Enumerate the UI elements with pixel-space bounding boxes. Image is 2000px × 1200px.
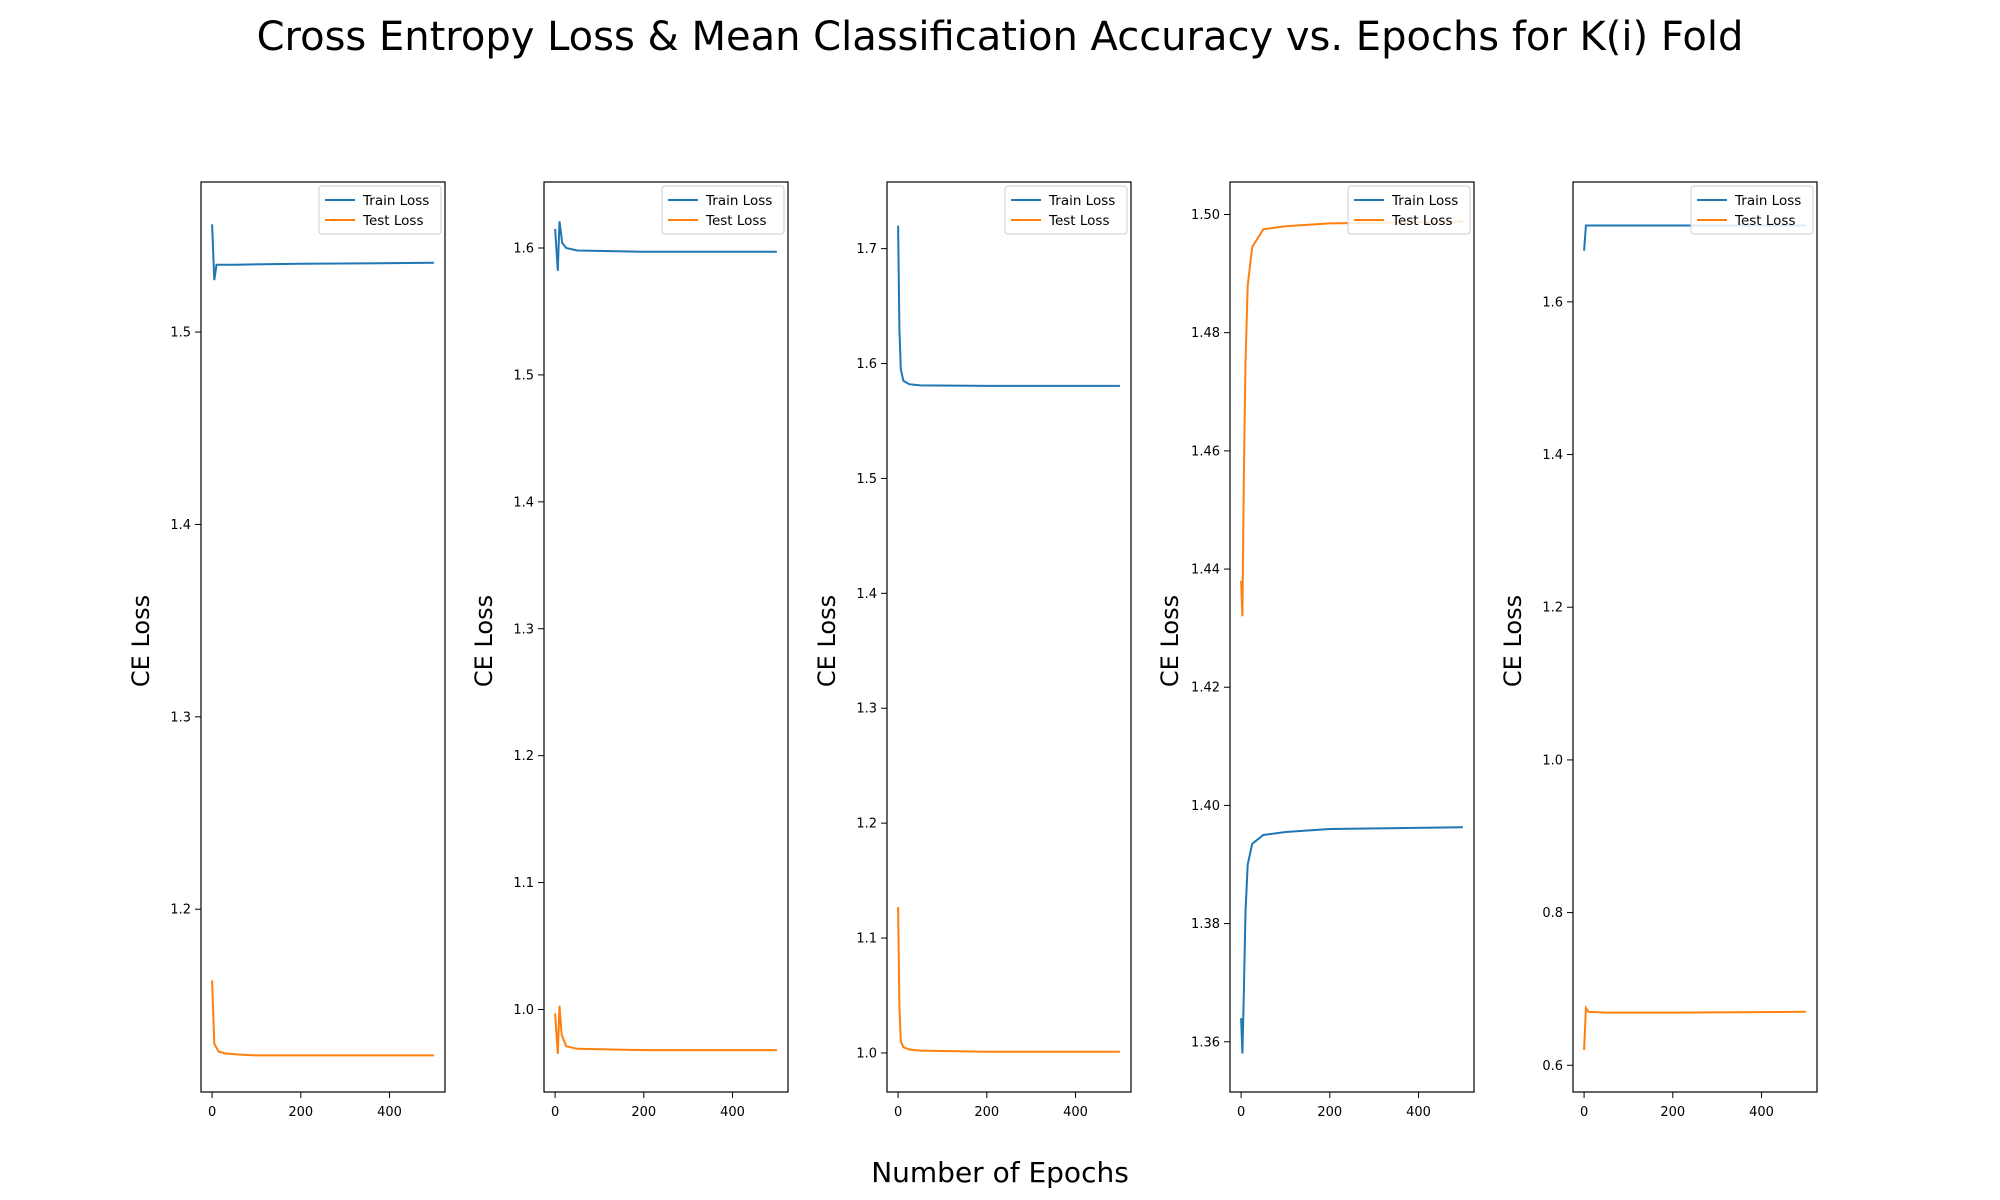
y-tick-label: 1.3	[513, 622, 534, 637]
legend-box	[1347, 185, 1471, 235]
x-tick-label: 200	[288, 1105, 313, 1120]
plot-frame	[886, 181, 1132, 1093]
y-axis-label: CE Loss	[127, 595, 155, 687]
legend-train-label: Train Loss	[1391, 193, 1458, 209]
y-tick-label: 1.6	[1542, 295, 1563, 310]
y-tick-label: 1.42	[1191, 681, 1220, 696]
x-tick-label: 0	[1237, 1105, 1245, 1120]
y-tick-label: 0.8	[1542, 906, 1563, 921]
test-loss-line	[897, 906, 1120, 1053]
legend-train-label: Train Loss	[1048, 193, 1115, 209]
legend: Train Loss Test Loss	[318, 185, 442, 235]
y-tick-label: 1.6	[513, 241, 534, 256]
y-tick-label: 1.38	[1191, 917, 1220, 932]
train-loss-line	[897, 225, 1120, 387]
y-axis-label: CE Loss	[1499, 595, 1527, 687]
y-tick-label: 1.3	[170, 710, 191, 725]
y-tick-label: 1.4	[513, 495, 534, 510]
legend-test-label: Test Loss	[1391, 213, 1453, 229]
plot-frame	[1229, 181, 1475, 1093]
legend-box	[1004, 185, 1128, 235]
y-tick-label: 1.2	[856, 817, 877, 832]
x-tick-label: 0	[1580, 1105, 1588, 1120]
y-tick-label: 1.4	[1542, 448, 1563, 463]
y-tick-label: 1.44	[1191, 563, 1220, 578]
y-tick-label: 1.36	[1191, 1035, 1220, 1050]
x-tick-label: 200	[631, 1105, 656, 1120]
legend-test-label: Test Loss	[1734, 213, 1796, 229]
subplot-1: 0 200 400 1.2 1.3 1.4 1.5 CE Loss Train Loss Test…	[127, 181, 446, 1120]
y-tick-label: 1.2	[513, 749, 534, 764]
y-tick-label: 1.40	[1191, 799, 1220, 814]
subplot-5: 0 200 400 0.6 0.8 1.0 1.2 1.4 1.6 CE Loss Train Lo…	[1499, 181, 1818, 1120]
legend-test-label: Test Loss	[1048, 213, 1110, 229]
x-tick-label: 0	[894, 1105, 902, 1120]
legend-box	[318, 185, 442, 235]
y-tick-label: 1.1	[856, 932, 877, 947]
y-tick-label: 1.4	[856, 587, 877, 602]
test-loss-line	[1583, 1004, 1806, 1051]
test-loss-line	[211, 980, 434, 1057]
y-tick-label: 1.0	[856, 1046, 877, 1061]
y-tick-label: 1.5	[856, 472, 877, 487]
train-loss-line	[211, 224, 434, 281]
y-tick-label: 1.5	[513, 368, 534, 383]
subplot-4: 0 200 400 1.36 1.38 1.40 1.42 1.44 1.46 1.48 1.50 C…	[1156, 181, 1475, 1120]
plot-frame	[543, 181, 789, 1093]
figure-title: Cross Entropy Loss & Mean Classification…	[256, 14, 1744, 60]
x-tick-label: 400	[1406, 1105, 1431, 1120]
x-tick-label: 200	[974, 1105, 999, 1120]
legend: Train Loss Test Loss	[1347, 185, 1471, 235]
x-tick-label: 200	[1317, 1105, 1342, 1120]
x-tick-label: 200	[1660, 1105, 1685, 1120]
x-tick-label: 0	[208, 1105, 216, 1120]
y-tick-label: 1.50	[1191, 208, 1220, 223]
legend-test-label: Test Loss	[362, 213, 424, 229]
plot-frame	[1572, 181, 1818, 1093]
y-tick-label: 1.0	[1542, 753, 1563, 768]
y-tick-label: 1.46	[1191, 444, 1220, 459]
y-axis-label: CE Loss	[1156, 595, 1184, 687]
x-tick-label: 400	[720, 1105, 745, 1120]
legend: Train Loss Test Loss	[1004, 185, 1128, 235]
y-tick-label: 1.1	[513, 876, 534, 891]
test-loss-line	[1240, 220, 1463, 617]
y-tick-label: 1.2	[170, 903, 191, 918]
x-tick-label: 400	[1749, 1105, 1774, 1120]
legend-test-label: Test Loss	[705, 213, 767, 229]
y-tick-label: 1.5	[170, 326, 191, 341]
test-loss-line	[554, 1005, 777, 1054]
train-loss-line	[1240, 826, 1463, 1054]
y-axis-label: CE Loss	[470, 595, 498, 687]
y-tick-label: 1.4	[170, 518, 191, 533]
y-tick-label: 1.0	[513, 1003, 534, 1018]
y-tick-label: 1.3	[856, 702, 877, 717]
y-axis-label: CE Loss	[813, 595, 841, 687]
x-axis-label: Number of Epochs	[871, 1156, 1129, 1189]
y-tick-label: 1.2	[1542, 601, 1563, 616]
x-tick-label: 400	[1063, 1105, 1088, 1120]
train-loss-line	[554, 221, 777, 271]
x-tick-label: 400	[377, 1105, 402, 1120]
legend-box	[661, 185, 785, 235]
plot-frame	[200, 181, 446, 1093]
legend-train-label: Train Loss	[362, 193, 429, 209]
legend: Train Loss Test Loss	[1690, 185, 1814, 235]
legend-box	[1690, 185, 1814, 235]
y-tick-label: 1.6	[856, 357, 877, 372]
legend-train-label: Train Loss	[1734, 193, 1801, 209]
y-tick-label: 1.48	[1191, 326, 1220, 341]
y-tick-label: 1.7	[856, 242, 877, 257]
subplot-3: 0 200 400 1.0 1.1 1.2 1.3 1.4 1.5 1.6 1.7 CE Loss Tr…	[813, 181, 1132, 1120]
subplot-2: 0 200 400 1.0 1.1 1.2 1.3 1.4 1.5 1.6 CE Loss Train…	[470, 181, 789, 1120]
y-tick-label: 0.6	[1542, 1059, 1563, 1074]
x-tick-label: 0	[551, 1105, 559, 1120]
legend: Train Loss Test Loss	[661, 185, 785, 235]
legend-train-label: Train Loss	[705, 193, 772, 209]
